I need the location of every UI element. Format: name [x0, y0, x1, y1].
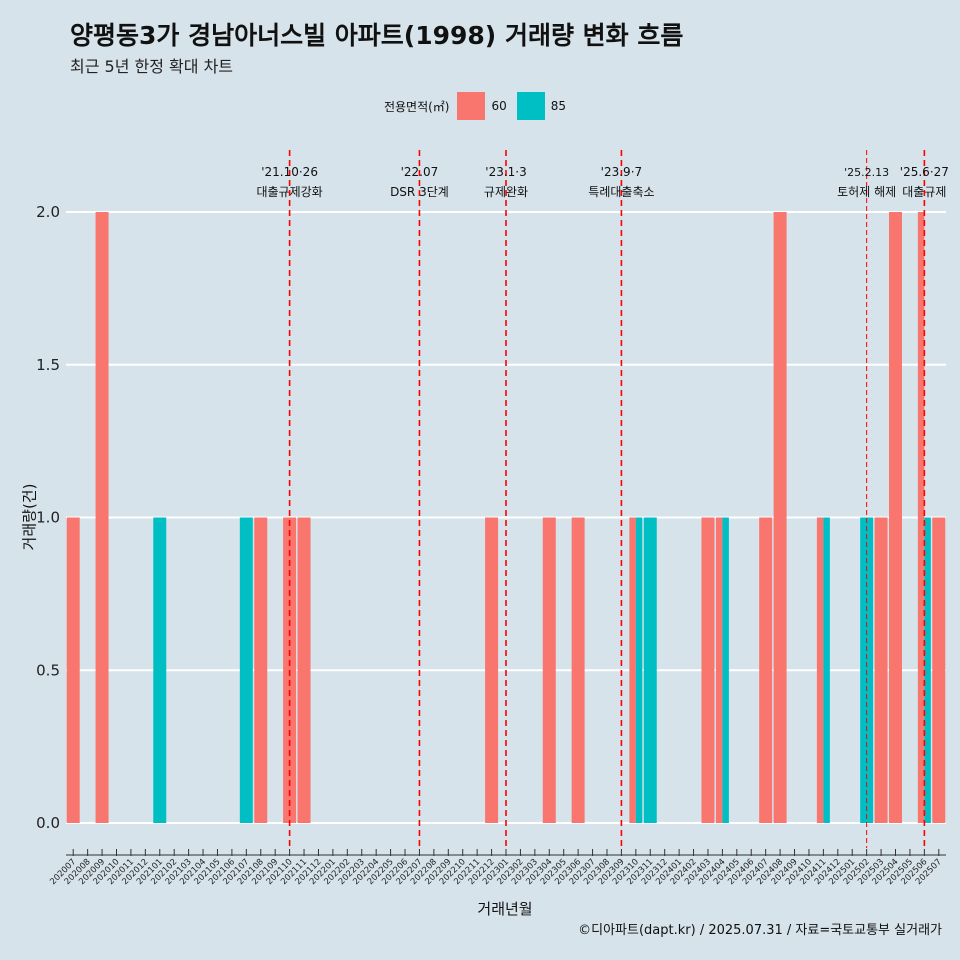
event-date-label: '23.9·7	[601, 165, 642, 179]
legend-item-60: 60	[457, 92, 507, 120]
bar-202007-60	[66, 517, 80, 823]
event-date-label: '25.2.13	[844, 166, 889, 179]
legend-swatch-85	[516, 92, 545, 120]
legend: 전용면적(㎡) 60 85	[0, 92, 960, 120]
bar-202310-60	[629, 517, 636, 823]
bar-202212-60	[485, 517, 499, 823]
bar-202403-60	[701, 517, 715, 823]
bar-202411-60	[816, 517, 824, 823]
bar-202311-85	[643, 517, 657, 823]
bar-202111-60	[297, 517, 311, 823]
caption: ©디아파트(dapt.kr) / 2025.07.31 / 자료=국토교통부 실…	[578, 923, 942, 938]
y-tick-label: 1.0	[36, 509, 60, 527]
bar-202411-85	[823, 517, 830, 823]
x-axis-label: 거래년월	[477, 900, 533, 918]
bar-202108-60	[254, 517, 268, 823]
bar-202408-60	[773, 212, 787, 823]
event-label: 대출규제	[902, 185, 946, 199]
bar-202504-60	[889, 212, 902, 823]
event-label: DSR 3단계	[390, 185, 449, 199]
event-date-label: '21.10·26	[261, 165, 318, 179]
bar-202506-85	[924, 517, 931, 823]
bar-202407-60	[759, 517, 773, 823]
y-tick-label: 0.0	[36, 814, 60, 832]
event-label: 대출규제강화	[256, 185, 322, 199]
bar-202507-60	[932, 517, 946, 823]
y-tick-label: 2.0	[36, 203, 60, 221]
legend-swatch-60	[457, 92, 486, 120]
y-tick-label: 1.5	[36, 356, 60, 374]
event-label: 토허제 해제	[837, 185, 896, 199]
bar-202503-60	[874, 517, 888, 823]
bar-202310-85	[635, 517, 643, 823]
bar-202107-85	[239, 517, 253, 823]
y-axis-label: 거래량(건)	[20, 483, 39, 551]
event-date-label: '23.1·3	[485, 165, 526, 179]
legend-item-85: 85	[516, 92, 567, 120]
bar-202009-60	[95, 212, 109, 823]
chart-title: 양평동3가 경남아너스빌 아파트(1998) 거래량 변화 흐름	[70, 21, 684, 50]
bar-202404-60	[715, 517, 723, 823]
bar-202404-85	[722, 517, 729, 823]
event-label: 규제완화	[484, 185, 528, 199]
event-label: 특례대출축소	[588, 185, 654, 199]
bar-202306-60	[571, 517, 585, 823]
y-tick-label: 0.5	[36, 661, 60, 679]
legend-label-85: 85	[550, 99, 567, 113]
chart-subtitle: 최근 5년 한정 확대 차트	[70, 57, 234, 76]
legend-label-60: 60	[491, 99, 507, 113]
bar-202304-60	[542, 517, 556, 823]
event-date-label: '22.07	[401, 165, 439, 179]
bar-202506-60	[917, 212, 925, 823]
legend-title: 전용면적(㎡)	[383, 99, 450, 114]
event-date-label: '25.6·27	[900, 165, 949, 179]
bar-202101-85	[153, 517, 167, 823]
